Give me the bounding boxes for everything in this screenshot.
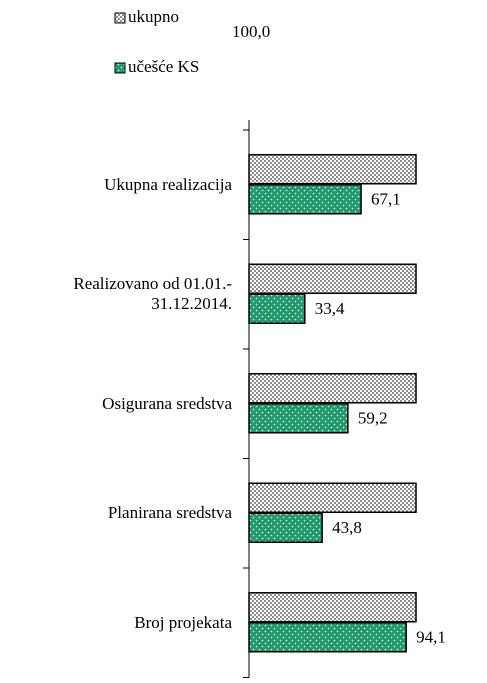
- value-label: 100,0: [232, 22, 270, 41]
- bar: [248, 373, 417, 404]
- bar: [248, 592, 417, 623]
- bar: [248, 403, 349, 434]
- category-label: Osigurana sredstva: [102, 393, 232, 413]
- bar: [248, 184, 362, 215]
- bar: [248, 154, 417, 185]
- category-label: Ukupna realizacija: [104, 174, 232, 194]
- bar: [248, 622, 407, 653]
- category-label: Planirana sredstva: [107, 503, 232, 523]
- value-label: 43,8: [332, 518, 362, 537]
- legend-swatch: [114, 62, 126, 74]
- value-label: 67,1: [371, 190, 401, 209]
- legend-label: ukupno: [128, 7, 179, 26]
- bar: [248, 263, 417, 294]
- category-label: Realizovano od 01.01.- 31.12.2014.: [73, 274, 232, 314]
- value-label: 33,4: [315, 299, 345, 318]
- value-label: 94,1: [416, 628, 446, 647]
- category-label: Broj projekata: [134, 612, 232, 632]
- bar: [248, 293, 306, 324]
- bar: [248, 512, 323, 543]
- value-label: 59,2: [358, 409, 388, 428]
- legend-label: učešće KS: [128, 57, 199, 76]
- bar: [248, 482, 417, 513]
- legend-swatch: [114, 12, 126, 24]
